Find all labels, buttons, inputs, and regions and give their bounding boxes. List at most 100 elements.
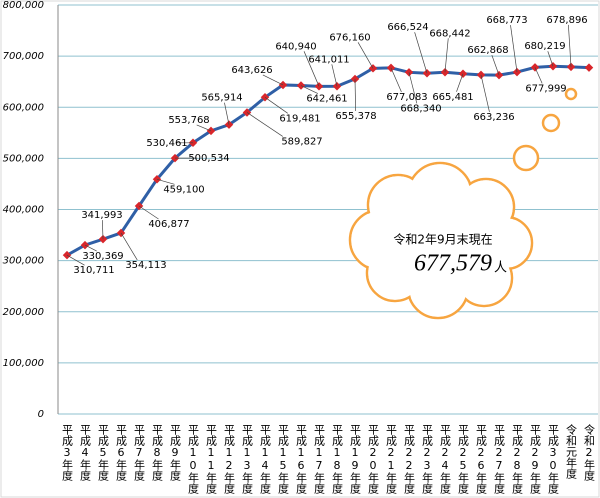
x-tick-label: 平成11年度 (205, 424, 218, 495)
leader-line (120, 232, 138, 261)
plot-area: 0 100,000 200,000 300,000 400,000 500,000 600,… (3, 0, 598, 495)
data-label: 676,160 (329, 32, 370, 43)
data-label: 589,827 (281, 136, 322, 147)
leader-line (138, 205, 159, 220)
data-label: 500,534 (188, 153, 229, 164)
x-tick-label: 令和2年度 (583, 423, 596, 482)
leader-line (456, 73, 464, 92)
leader-line (534, 67, 543, 84)
leader-line (156, 178, 175, 185)
y-tick-label: 100,000 (3, 358, 44, 369)
x-tick-label: 平成16年度 (295, 424, 308, 495)
data-label: 341,993 (81, 210, 122, 221)
data-label: 677,083 (386, 92, 427, 103)
leader-line (491, 54, 500, 76)
x-tick-label: 平成17年度 (313, 424, 326, 495)
x-tick-label: 平成4年度 (79, 424, 92, 482)
data-label: 663,236 (473, 112, 514, 123)
annotation-date: 令和2年9月末現在 (393, 232, 492, 247)
data-label: 666,524 (387, 22, 428, 33)
callout-cloud: 令和2年9月末現在 677,579 人 (348, 87, 578, 320)
x-tick-label: 平成28年度 (511, 424, 524, 495)
y-tick-label: 200,000 (3, 307, 44, 318)
data-label: 640,940 (275, 41, 316, 52)
y-tick-label: 0 (38, 409, 44, 420)
data-label: 665,481 (432, 92, 473, 103)
data-label: 553,768 (168, 115, 209, 126)
x-tick-label: 平成12年度 (223, 424, 236, 495)
x-tick-label: 平成6年度 (115, 424, 128, 482)
y-tick-label: 300,000 (3, 256, 44, 267)
leader-line (414, 32, 428, 74)
data-label: 668,773 (486, 15, 527, 26)
leader-line (547, 51, 554, 67)
x-tick-label: 平成14年度 (259, 424, 272, 495)
x-tick-label: 令和元年度 (565, 423, 578, 480)
data-label: 459,100 (163, 184, 204, 195)
x-tick-label: 平成22年度 (403, 424, 416, 495)
leader-line (102, 220, 104, 240)
leader-line (224, 102, 230, 125)
x-tick-label: 平成8年度 (151, 424, 164, 482)
x-tick-label: 平成5年度 (97, 424, 110, 482)
x-tick-label: 平成29年度 (529, 424, 542, 495)
x-tick-label: 平成20年度 (367, 424, 380, 495)
data-label: 406,877 (148, 219, 189, 230)
leader-line (264, 97, 288, 114)
leader-line (84, 244, 97, 252)
leader-line (408, 72, 418, 104)
data-label: 643,626 (231, 65, 272, 76)
data-label: 668,340 (400, 103, 441, 114)
x-tick-label: 平成23年度 (421, 424, 434, 495)
data-label: 330,369 (82, 251, 123, 262)
leader-line (390, 67, 402, 92)
annotation-unit: 人 (494, 261, 507, 276)
leader-line (357, 42, 374, 69)
leader-line (262, 74, 284, 86)
x-tick-label: 平成7年度 (133, 424, 146, 482)
data-label: 677,999 (525, 83, 566, 94)
x-tick-label: 平成27年度 (493, 424, 506, 495)
leader-line (196, 124, 212, 132)
x-tick-label: 平成3年度 (61, 424, 74, 482)
x-tick-label: 平成21年度 (385, 424, 398, 495)
x-tick-label: 平成18年度 (331, 424, 344, 495)
data-label: 668,442 (429, 28, 470, 39)
annotation-value: 677,579 (414, 251, 492, 277)
x-tick-label: 平成24年度 (439, 424, 452, 495)
leader-line (331, 64, 338, 87)
leader-line (444, 38, 449, 73)
data-label: 530,461 (146, 138, 187, 149)
data-label: 354,113 (125, 260, 166, 271)
y-tick-label: 800,000 (3, 0, 44, 11)
leader-line (303, 51, 320, 87)
data-label: 662,868 (467, 45, 508, 56)
leader-line (480, 74, 490, 112)
data-label: 619,481 (279, 113, 320, 124)
data-label: 678,896 (546, 15, 587, 26)
x-tick-label: 平成26年度 (475, 424, 488, 495)
x-tick-label: 平成13年度 (241, 424, 254, 495)
x-tick-label: 平成15年度 (277, 424, 290, 495)
data-label: 642,461 (306, 94, 347, 105)
y-tick-label: 600,000 (3, 102, 44, 113)
leader-line (568, 24, 572, 67)
data-label: 641,011 (308, 54, 349, 65)
x-tick-label: 平成10年度 (187, 424, 200, 495)
y-tick-label: 400,000 (3, 205, 44, 216)
leader-line (246, 112, 283, 137)
leader-line (66, 254, 85, 266)
y-tick-label: 500,000 (3, 153, 44, 164)
data-label: 565,914 (201, 93, 242, 104)
data-label: 680,219 (524, 41, 565, 52)
leader-line (354, 78, 356, 111)
x-tick-label: 平成9年度 (169, 424, 182, 482)
leader-line (300, 85, 319, 94)
leader-line (510, 25, 518, 73)
x-tick-label: 平成25年度 (457, 424, 470, 495)
data-label: 310,711 (73, 265, 114, 276)
x-tick-label: 平成30年度 (547, 424, 560, 495)
y-tick-label: 700,000 (3, 51, 44, 62)
x-tick-label: 平成19年度 (349, 424, 362, 495)
